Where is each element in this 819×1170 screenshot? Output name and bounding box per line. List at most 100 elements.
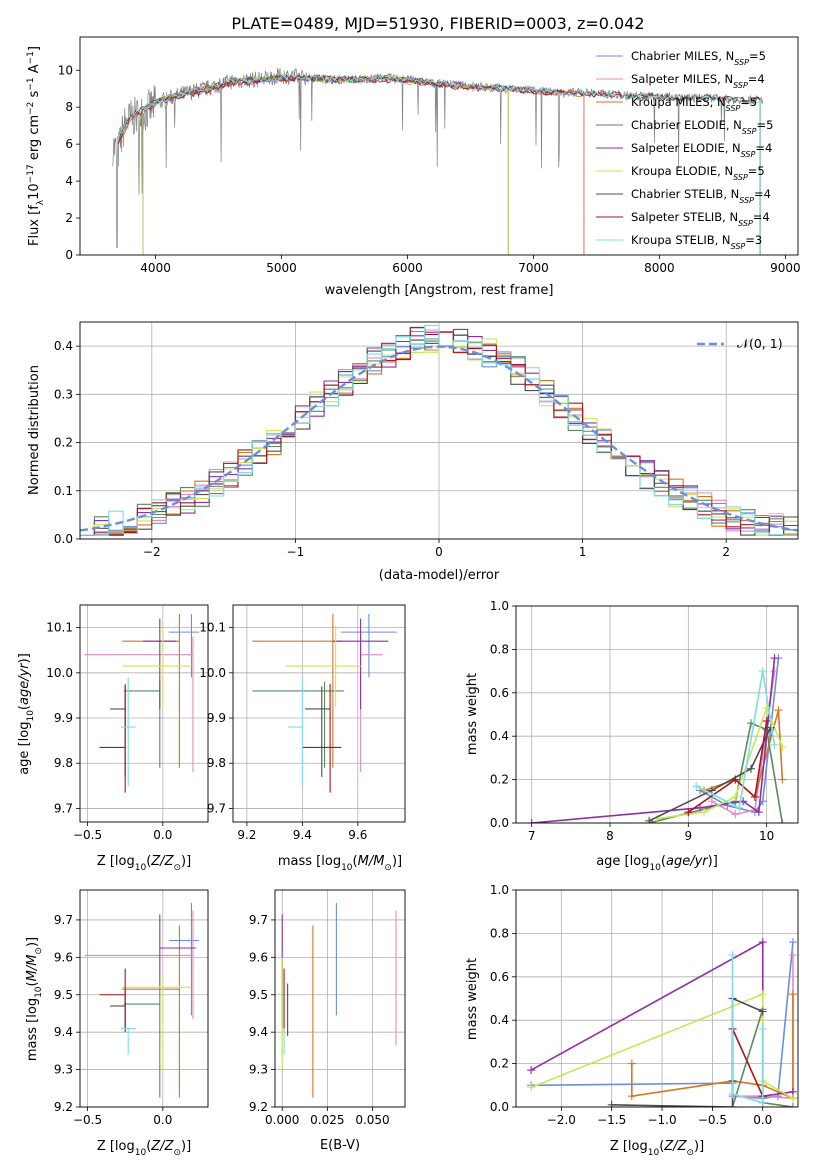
weight-marker xyxy=(758,1007,767,1016)
weight-line xyxy=(531,942,794,1100)
y-tick-label: 0.0 xyxy=(54,532,73,546)
y-tick-label: 9.4 xyxy=(249,1025,268,1039)
legend-label: 𝒩(0, 1) xyxy=(737,336,783,351)
label-part: −17 xyxy=(26,164,36,183)
label-part: 10 xyxy=(27,183,42,200)
plot-area xyxy=(527,654,787,823)
weight-marker xyxy=(627,1092,636,1101)
y-tick-label: 0.4 xyxy=(490,729,509,743)
weight-marker xyxy=(788,990,797,999)
weight-marker xyxy=(731,775,740,784)
Z-x-label: Z [log10(Z/Z⊙)] xyxy=(97,854,191,873)
legend-label: Chabrier STELIB, NSSP=4 xyxy=(631,187,771,205)
weight-marker xyxy=(527,1066,536,1075)
legend-entry: Kroupa ELODIE, NSSP=5 xyxy=(596,164,765,182)
errorbar-point xyxy=(122,625,192,707)
label-part: ] xyxy=(27,46,42,51)
spectrum-axes: 4000 5000 6000 7000 8000 9000 0 2 4 6 8 10 xyxy=(58,36,801,275)
x-tick-label: 9.4 xyxy=(293,828,312,842)
legend-label-n: =5 xyxy=(748,164,765,178)
y-tick-label: 9.5 xyxy=(249,988,268,1002)
x-tick-label: 0.0 xyxy=(153,828,172,842)
weight-marker xyxy=(758,1024,767,1033)
y-tick-label: 10.1 xyxy=(46,621,73,635)
axes-frame xyxy=(274,889,406,1108)
y-tick-label: 9.9 xyxy=(207,711,226,725)
mass-vs-Z-axes: −0.5 0.0 9.2 9.3 9.4 9.5 9.6 9.7 xyxy=(54,889,209,1127)
x-tick-label: −1 xyxy=(287,545,305,559)
legend-label-text: Kroupa ELODIE, N xyxy=(631,164,733,178)
label-part: 10 xyxy=(26,710,36,722)
label-part: ( xyxy=(25,981,40,986)
errorbar-point xyxy=(159,914,196,986)
flux-y-label: Flux [fλ10−17 erg cm−2 s−1 A−1] xyxy=(26,46,46,246)
y-tick-label: 9.8 xyxy=(207,756,226,770)
x-tick-label: −1.5 xyxy=(597,1113,626,1127)
spectrum-model-line xyxy=(117,74,761,255)
age-x-label: age [log10(age/yr)] xyxy=(596,854,718,873)
label-part: ( xyxy=(659,1139,664,1154)
x-tick-label: −2.0 xyxy=(547,1113,576,1127)
massweight-Z-y-label: mass weight xyxy=(465,958,480,1040)
plot-area xyxy=(112,67,764,255)
label-part: )] xyxy=(392,854,402,869)
weight-marker xyxy=(754,808,763,817)
y-tick-label: 10.0 xyxy=(199,666,226,680)
weight-marker xyxy=(627,1059,636,1068)
label-part: age [log xyxy=(596,854,649,869)
y-tick-label: 0.2 xyxy=(54,436,73,450)
label-part: ( xyxy=(17,705,32,710)
errorbar-point xyxy=(302,684,342,793)
errorbar-point xyxy=(332,618,389,709)
y-tick-label: 0.0 xyxy=(490,816,509,830)
errorbar-point xyxy=(168,903,199,1016)
weight-marker xyxy=(774,706,783,715)
weight-marker xyxy=(770,740,779,749)
legend-label: Salpeter ELODIE, NSSP=4 xyxy=(631,141,772,159)
weight-marker xyxy=(700,808,708,817)
label-part: −1 xyxy=(26,51,36,64)
legend-entry: Salpeter ELODIE, NSSP=4 xyxy=(596,141,772,159)
y-tick-label: 0.8 xyxy=(490,926,509,940)
mass-vs-ebv-axes: 0.000 0.025 0.050 9.2 9.3 9.4 9.5 9.6 9.7 xyxy=(249,889,406,1127)
weight-marker xyxy=(645,816,654,823)
legend-label-sub: SSP xyxy=(733,81,748,90)
legend-label: Chabrier MILES, NSSP=5 xyxy=(631,49,766,67)
weight-marker xyxy=(607,1100,616,1107)
y-tick-label: 6 xyxy=(65,137,73,151)
y-tick-label: 9.8 xyxy=(54,756,73,770)
legend-label-n: =3 xyxy=(745,233,762,247)
y-tick-label: 9.7 xyxy=(249,913,268,927)
y-tick-label: 0.4 xyxy=(490,1013,509,1027)
residual-histogram xyxy=(80,331,798,536)
massweight-vs-Z-axes: −2.0 −1.5 −1.0 −0.5 0.0 0.0 0.2 0.4 0.6 0.8 1.0 xyxy=(490,883,799,1127)
errorbar-point xyxy=(252,681,344,768)
label-part: 10 xyxy=(135,1148,147,1158)
massweight-age-y-label: mass weight xyxy=(465,673,480,755)
y-tick-label: 8 xyxy=(65,100,73,114)
label-part: ( xyxy=(146,1139,151,1154)
plot-area xyxy=(281,903,397,1098)
x-tick-label: 0.050 xyxy=(355,1113,389,1127)
y-tick-label: 0.6 xyxy=(490,686,509,700)
y-tick-label: 9.6 xyxy=(249,950,268,964)
residuals-legend: 𝒩(0, 1) xyxy=(697,336,783,351)
label-part: )] xyxy=(181,1139,191,1154)
legend-entry: Salpeter MILES, NSSP=4 xyxy=(596,72,765,90)
spectrum-model-line xyxy=(117,74,761,255)
x-tick-label: 0.0 xyxy=(153,1113,172,1127)
y-tick-label: 1.0 xyxy=(490,883,509,897)
x-tick-label: 1 xyxy=(579,545,587,559)
legend-label-n: =4 xyxy=(755,141,772,155)
x-tick-label: 9000 xyxy=(770,261,801,275)
label-part: )] xyxy=(694,1139,704,1154)
legend-label-text: Salpeter MILES, N xyxy=(631,72,733,86)
label-part: Z [log xyxy=(97,1139,135,1154)
label-part: mass [log xyxy=(278,854,341,869)
legend-label-n: =4 xyxy=(748,72,765,86)
errorbar-point xyxy=(123,985,161,1098)
label-part: ⊙ xyxy=(34,947,44,955)
weight-marker xyxy=(527,1083,536,1092)
label-part: A xyxy=(27,64,42,77)
label-part: age/yr xyxy=(17,662,32,705)
